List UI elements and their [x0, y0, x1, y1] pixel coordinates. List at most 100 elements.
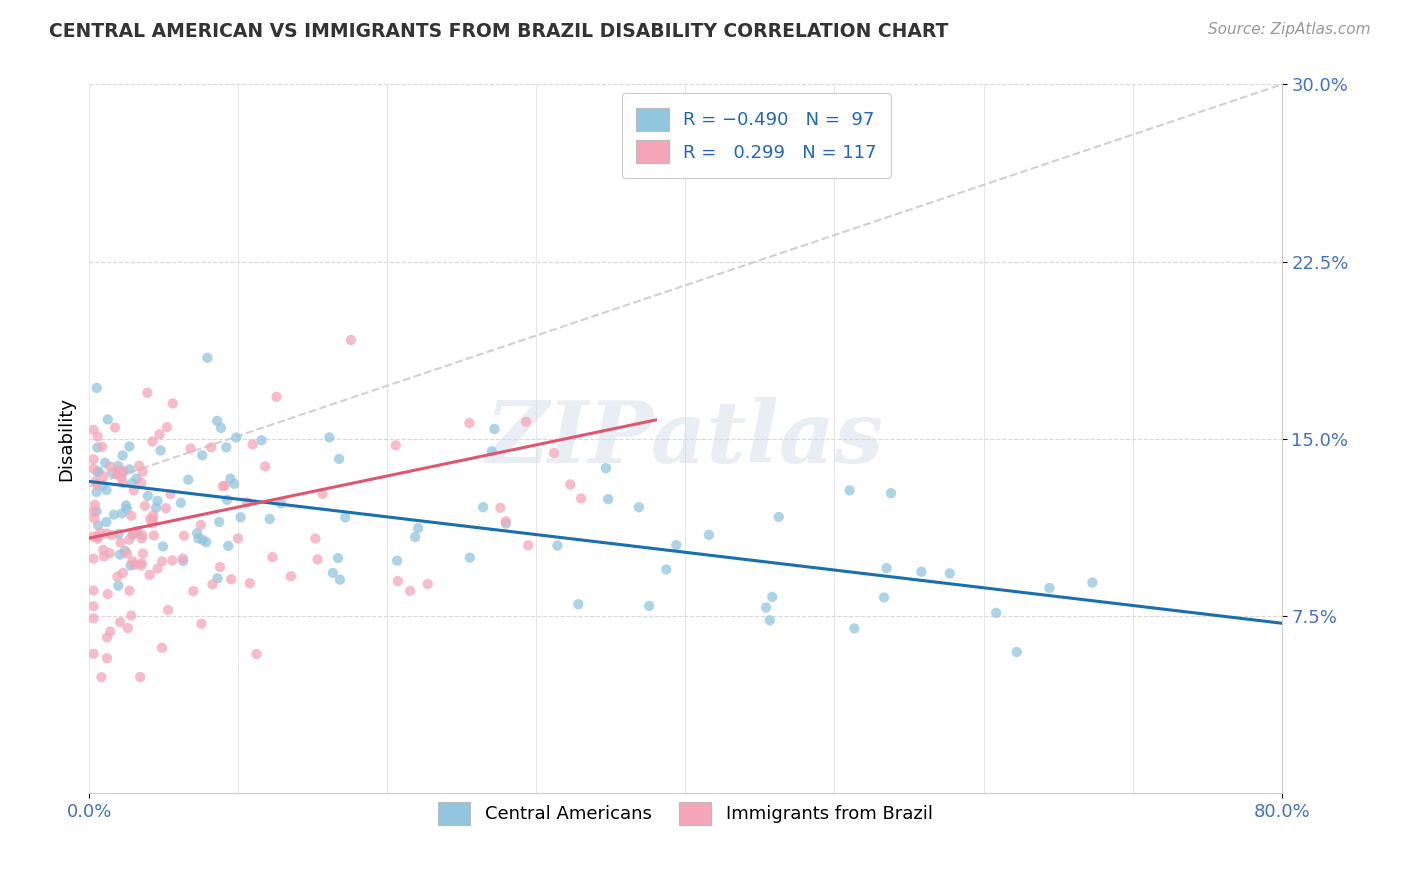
Point — [155, 501, 177, 516]
Point — [472, 500, 495, 515]
Point — [250, 434, 273, 448]
Point — [207, 571, 229, 585]
Point — [208, 515, 231, 529]
Point — [458, 416, 481, 430]
Point — [117, 621, 139, 635]
Point — [131, 556, 153, 570]
Point — [224, 476, 246, 491]
Point — [150, 554, 173, 568]
Point — [567, 597, 589, 611]
Point — [844, 621, 866, 635]
Point — [838, 483, 860, 498]
Point — [107, 579, 129, 593]
Point — [141, 434, 163, 449]
Y-axis label: Disability: Disability — [58, 397, 75, 481]
Point — [209, 421, 232, 435]
Point — [236, 495, 259, 509]
Point — [217, 539, 239, 553]
Text: CENTRAL AMERICAN VS IMMIGRANTS FROM BRAZIL DISABILITY CORRELATION CHART: CENTRAL AMERICAN VS IMMIGRANTS FROM BRAZ… — [49, 22, 949, 41]
Point — [172, 551, 194, 566]
Point — [142, 513, 165, 527]
Point — [259, 512, 281, 526]
Point — [86, 441, 108, 455]
Point — [108, 615, 131, 630]
Point — [131, 528, 153, 542]
Point — [655, 562, 678, 576]
Point — [148, 427, 170, 442]
Point — [83, 530, 105, 544]
Point — [322, 566, 344, 580]
Point — [87, 518, 110, 533]
Point — [495, 516, 517, 531]
Point — [328, 451, 350, 466]
Point — [595, 461, 617, 475]
Point — [197, 351, 219, 365]
Point — [98, 546, 121, 560]
Point — [489, 500, 512, 515]
Point — [84, 498, 107, 512]
Point — [86, 504, 108, 518]
Point — [495, 514, 517, 528]
Point — [225, 430, 247, 444]
Point — [96, 631, 118, 645]
Legend: Central Americans, Immigrants from Brazil: Central Americans, Immigrants from Brazi… — [429, 793, 942, 834]
Point — [83, 647, 105, 661]
Point — [124, 525, 146, 540]
Point — [152, 540, 174, 554]
Point — [219, 472, 242, 486]
Point — [91, 440, 114, 454]
Point — [665, 538, 688, 552]
Point — [83, 611, 105, 625]
Point — [128, 458, 150, 473]
Point — [226, 532, 249, 546]
Point — [162, 396, 184, 410]
Point — [170, 496, 193, 510]
Point — [118, 533, 141, 547]
Point — [211, 479, 233, 493]
Point — [159, 487, 181, 501]
Point — [335, 510, 357, 524]
Point — [311, 487, 333, 501]
Point — [122, 483, 145, 498]
Point — [83, 461, 105, 475]
Point — [142, 508, 165, 523]
Point — [242, 437, 264, 451]
Point — [986, 606, 1008, 620]
Point — [515, 415, 537, 429]
Point — [110, 471, 132, 485]
Point — [127, 524, 149, 538]
Point — [458, 550, 481, 565]
Point — [83, 511, 105, 525]
Point — [107, 458, 129, 473]
Point — [118, 440, 141, 454]
Point — [118, 462, 141, 476]
Point — [83, 452, 105, 467]
Point — [121, 476, 143, 491]
Point — [156, 420, 179, 434]
Point — [125, 472, 148, 486]
Point — [101, 528, 124, 542]
Point — [384, 438, 406, 452]
Point — [86, 477, 108, 491]
Point — [399, 583, 422, 598]
Point — [201, 577, 224, 591]
Point — [329, 573, 352, 587]
Point — [759, 613, 782, 627]
Point — [326, 551, 349, 566]
Point — [86, 465, 108, 479]
Point — [880, 486, 903, 500]
Point — [1005, 645, 1028, 659]
Point — [122, 526, 145, 541]
Point — [385, 554, 408, 568]
Point — [121, 554, 143, 568]
Point — [94, 456, 117, 470]
Point — [93, 549, 115, 564]
Point — [214, 479, 236, 493]
Point — [387, 574, 409, 588]
Point — [129, 558, 152, 573]
Point — [132, 547, 155, 561]
Point — [205, 414, 228, 428]
Point — [517, 538, 540, 552]
Point — [406, 521, 429, 535]
Point — [98, 624, 121, 639]
